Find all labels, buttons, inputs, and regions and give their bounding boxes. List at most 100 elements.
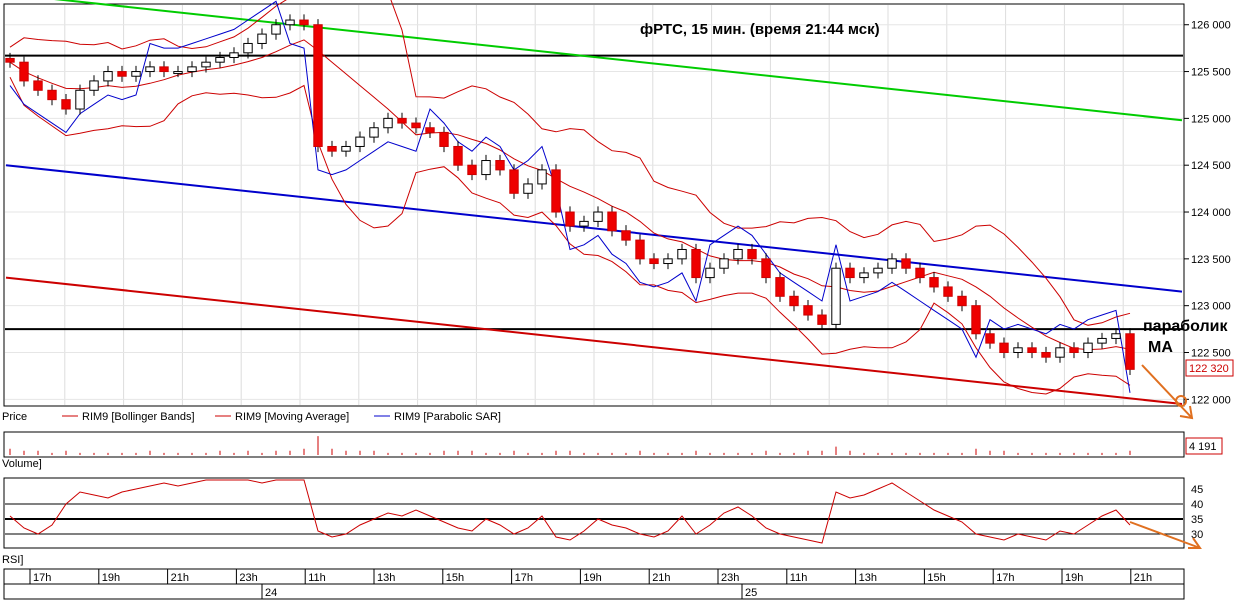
volume-panel xyxy=(3,431,1185,458)
candle-body xyxy=(33,80,43,91)
candle-body xyxy=(243,42,253,54)
annotation-parabolic: параболик xyxy=(1143,318,1228,335)
candle-body xyxy=(691,248,701,279)
candle-body xyxy=(775,277,785,297)
candle-body xyxy=(215,57,225,63)
candle-body xyxy=(439,131,449,147)
candle-body xyxy=(341,145,351,152)
candle-body xyxy=(509,169,519,194)
candle-body xyxy=(803,305,813,316)
time-tick-label: 23h xyxy=(721,572,739,584)
candle-body xyxy=(663,258,673,265)
candle-body xyxy=(817,314,827,325)
time-tick-label: 17h xyxy=(996,572,1014,584)
candle-body xyxy=(523,183,533,194)
time-tick-label: 21h xyxy=(1134,572,1152,584)
time-tick-label: 15h xyxy=(446,572,464,584)
candle-body xyxy=(103,71,113,82)
rsi-tick-label: 35 xyxy=(1191,514,1203,526)
candle-body xyxy=(453,145,463,166)
candle-body xyxy=(971,305,981,335)
price-tick-label: 126 000 xyxy=(1191,20,1231,32)
time-tick-label: 17h xyxy=(515,572,533,584)
candle-body xyxy=(733,248,743,260)
date-tick-label: 25 xyxy=(745,587,757,599)
candle-body xyxy=(145,66,155,73)
candle-body xyxy=(131,71,141,77)
candle-body xyxy=(229,52,239,59)
trendline xyxy=(5,164,1183,293)
price-tick-label: 125 500 xyxy=(1191,67,1231,79)
candle-body xyxy=(313,24,323,147)
time-tick-label: 21h xyxy=(171,572,189,584)
candle-body xyxy=(565,211,575,227)
price-tick-label: 122 500 xyxy=(1191,347,1231,359)
price-tick-label: 122 000 xyxy=(1191,394,1231,406)
legend-sar: RIM9 [Parabolic SAR] xyxy=(394,411,501,423)
price-tick-label: 123 500 xyxy=(1191,254,1231,266)
rsi-panel xyxy=(3,477,1185,549)
price-axis: 126 000 125 500 125 000 124 500 124 000 123 5… xyxy=(1184,20,1231,406)
legend-volume: Volume] xyxy=(2,458,42,470)
time-tick-label: 11h xyxy=(308,572,326,584)
legend-bollinger: RIM9 [Bollinger Bands] xyxy=(82,411,195,423)
rsi-tick-label: 45 xyxy=(1191,484,1203,496)
candle-body xyxy=(299,19,309,26)
parabolic-sar-line xyxy=(9,0,1131,393)
annotation-ma: МА xyxy=(1148,339,1173,356)
candle-body xyxy=(75,89,85,110)
candle-body xyxy=(1111,333,1121,339)
candle-body xyxy=(635,239,645,260)
rsi-tick-label: 40 xyxy=(1191,499,1203,511)
candle-body xyxy=(355,136,365,147)
candle-body xyxy=(61,99,71,110)
candle-body xyxy=(943,286,953,297)
chart-title: фРТС, 15 мин. (время 21:44 мск) xyxy=(640,21,880,38)
candle-body xyxy=(929,277,939,288)
candle-body xyxy=(537,169,547,185)
candle-body xyxy=(369,127,379,138)
candle-body xyxy=(383,117,393,129)
candle-body xyxy=(1083,342,1093,353)
date-tick-label: 24 xyxy=(265,587,277,599)
candle-body xyxy=(1125,333,1135,370)
candle-body xyxy=(761,258,771,279)
candle-body xyxy=(397,117,407,124)
candle-body xyxy=(957,295,967,307)
candle-body xyxy=(985,333,995,344)
last-volume-label: 4 191 xyxy=(1189,441,1217,453)
time-tick-label: 19h xyxy=(102,572,120,584)
legend-price: Price xyxy=(2,411,27,423)
candle-body xyxy=(425,127,435,133)
forecast-arrow-price xyxy=(1141,364,1194,420)
candle-body xyxy=(173,71,183,75)
bollinger-lower xyxy=(9,76,1131,395)
candle-body xyxy=(621,230,631,241)
candle-body xyxy=(495,160,505,171)
legend-ma: RIM9 [Moving Average] xyxy=(235,411,349,423)
candle-body xyxy=(901,258,911,269)
candle-body xyxy=(887,258,897,269)
candle-body xyxy=(1013,347,1023,353)
price-tick-label: 123 000 xyxy=(1191,301,1231,313)
candle-body xyxy=(999,342,1009,353)
candle-body xyxy=(159,66,169,73)
trendlines xyxy=(5,0,1183,405)
candle-body xyxy=(327,145,337,152)
time-tick-label: 21h xyxy=(652,572,670,584)
candle-body xyxy=(1027,347,1037,353)
candle-body xyxy=(677,248,687,260)
forecast-arrow-rsi xyxy=(1129,521,1202,549)
candle-body xyxy=(257,33,267,44)
time-tick-label: 13h xyxy=(859,572,877,584)
candle-body xyxy=(607,211,617,232)
candle-body xyxy=(285,19,295,26)
candle-body xyxy=(1041,351,1051,358)
candle-body xyxy=(187,66,197,73)
time-tick-label: 15h xyxy=(927,572,945,584)
candle-body xyxy=(411,122,421,129)
candle-body xyxy=(271,24,281,35)
candle-body xyxy=(551,169,561,213)
trendline xyxy=(54,0,1183,122)
